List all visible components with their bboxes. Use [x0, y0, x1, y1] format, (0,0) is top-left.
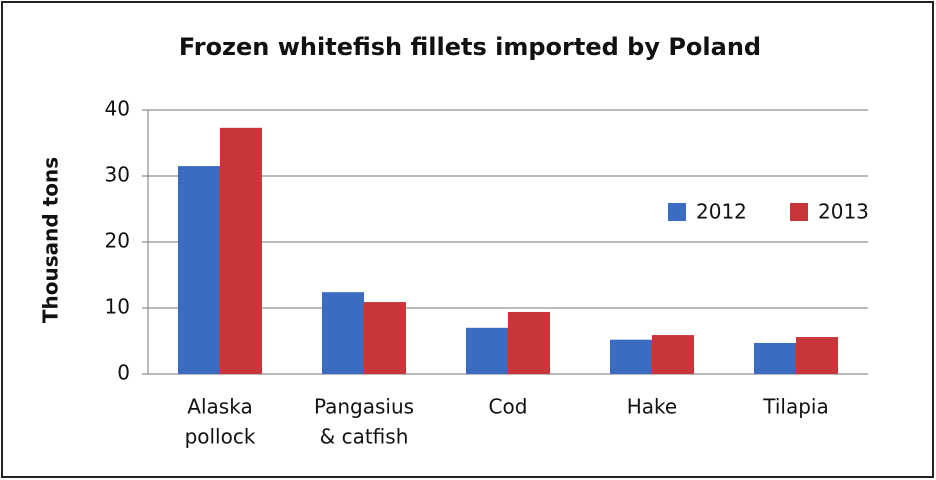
x-tick-label: Alaska: [187, 395, 252, 419]
x-tick-label: Cod: [489, 395, 528, 419]
x-tick-label: & catfish: [320, 425, 409, 449]
bar: [796, 337, 838, 374]
legend-swatch: [668, 203, 686, 221]
y-tick-label: 10: [105, 295, 130, 319]
bar: [178, 166, 220, 374]
legend-swatch: [790, 203, 808, 221]
y-tick-label: 0: [117, 361, 130, 385]
bar: [652, 335, 694, 374]
bar: [220, 127, 262, 374]
bar: [322, 292, 364, 374]
x-tick-label: pollock: [185, 425, 256, 449]
x-tick-label: Pangasius: [314, 395, 414, 419]
x-tick-label: Tilapia: [762, 395, 828, 419]
bar: [610, 339, 652, 374]
x-tick-label: Hake: [627, 395, 677, 419]
bar: [508, 311, 550, 374]
bar: [466, 327, 508, 374]
legend-label: 2012: [696, 200, 747, 224]
legend-label: 2013: [818, 200, 869, 224]
bar: [364, 302, 406, 374]
chart-title: Frozen whitefish fillets imported by Pol…: [179, 33, 761, 61]
bar: [754, 342, 796, 374]
y-axis-label: Thousand tons: [39, 157, 63, 323]
y-tick-label: 40: [105, 97, 130, 121]
y-tick-label: 20: [105, 229, 130, 253]
y-tick-label: 30: [105, 163, 130, 187]
